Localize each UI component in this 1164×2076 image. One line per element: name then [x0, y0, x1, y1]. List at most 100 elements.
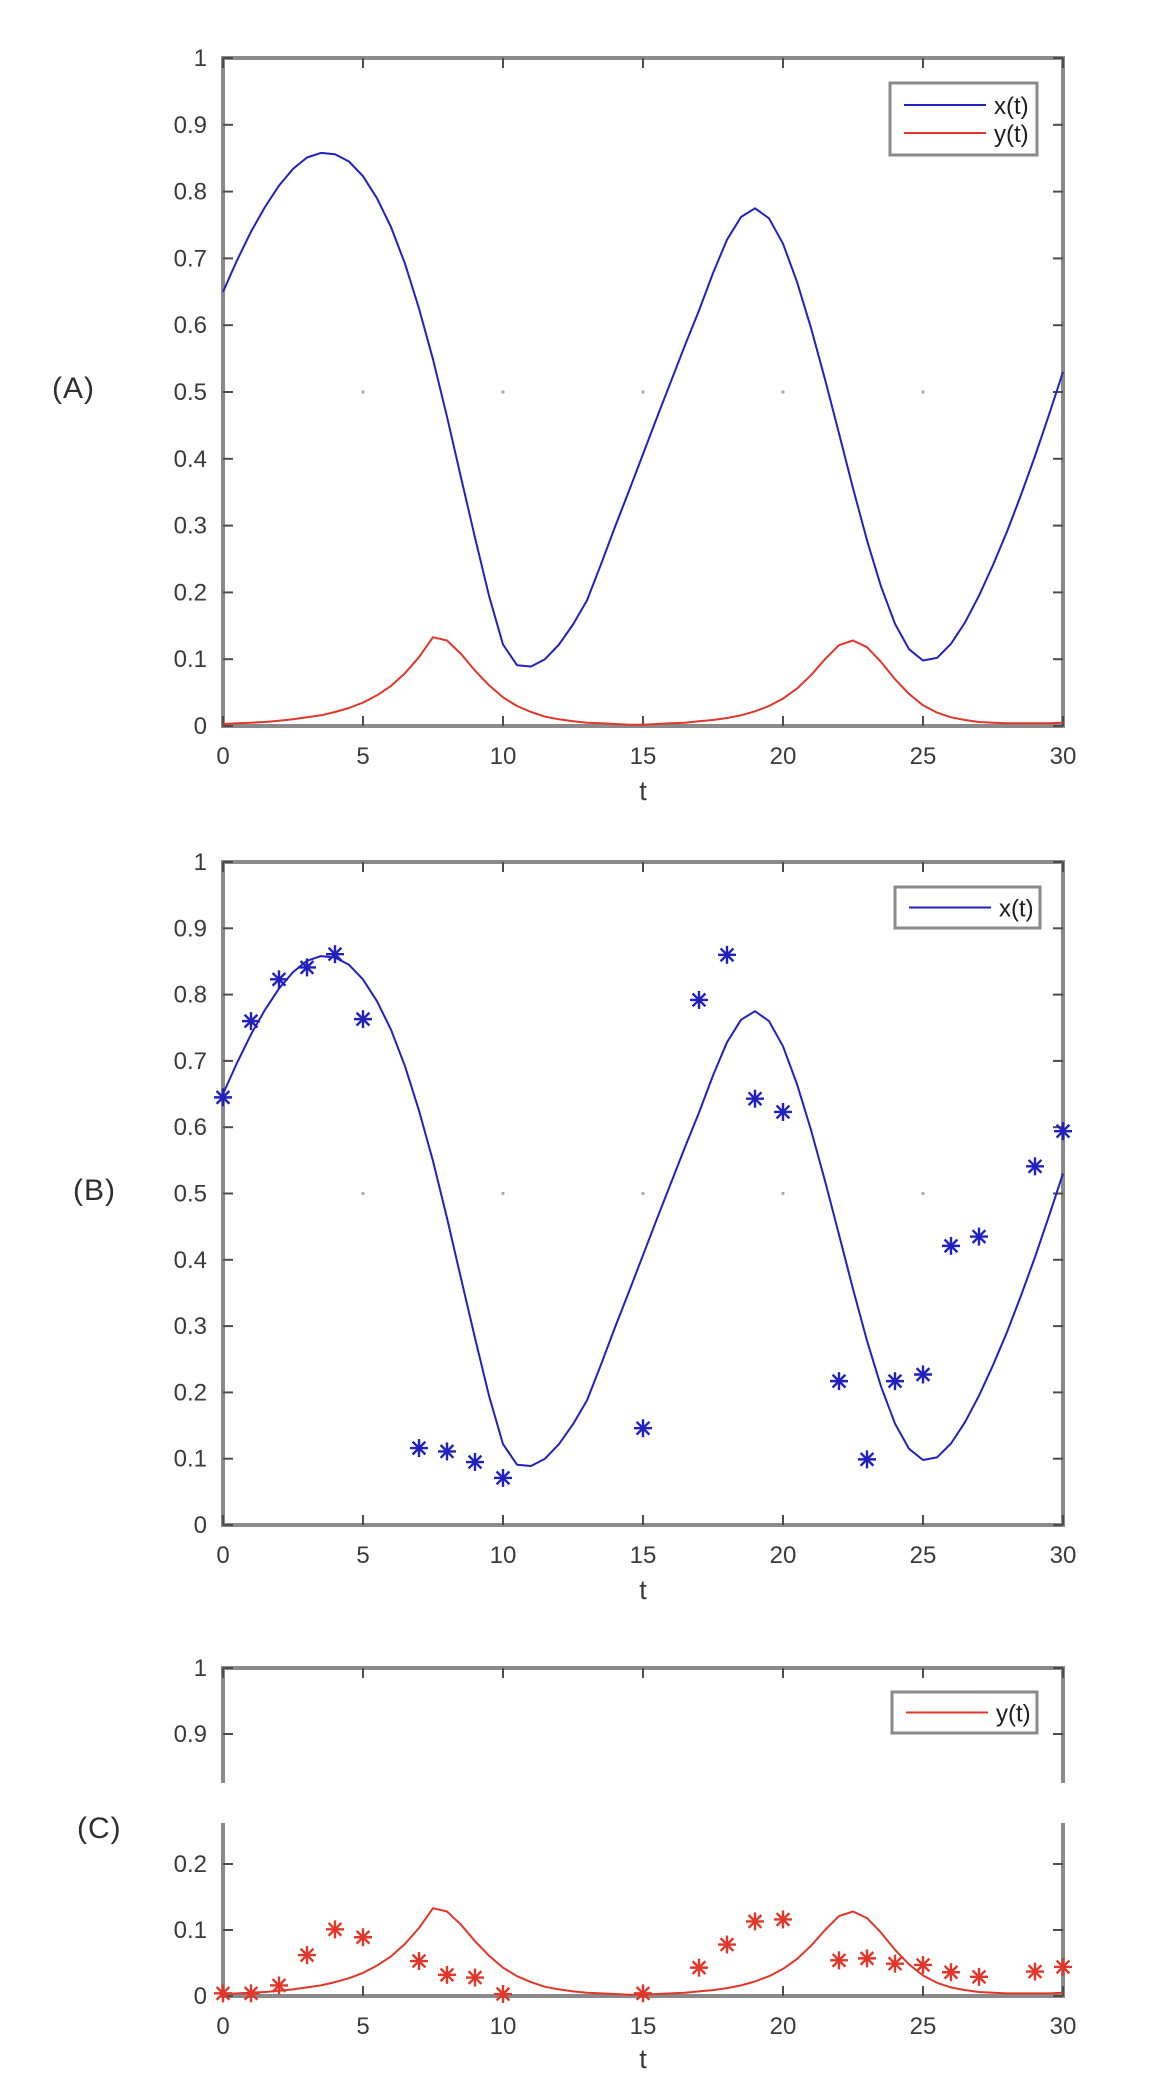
- y-tick-label: 1: [194, 849, 207, 876]
- asterisk-marker: [438, 1442, 456, 1461]
- asterisk-marker: [914, 1365, 932, 1384]
- grid-dot: [641, 1191, 645, 1196]
- asterisk-marker: [914, 1955, 932, 1974]
- asterisk-marker: [298, 1946, 316, 1965]
- asterisk-marker: [830, 1951, 848, 1970]
- grid-dot: [361, 1191, 365, 1196]
- scatter-xtdata: [214, 945, 1072, 1487]
- y-tick-label: 0: [194, 1512, 207, 1539]
- y-tick-label: 0.9: [174, 1721, 207, 1748]
- y-tick-label: 0.3: [174, 1313, 207, 1340]
- y-tick-label: 0.2: [174, 579, 207, 606]
- asterisk-marker: [690, 990, 708, 1009]
- y-tick-label: 0.7: [174, 1048, 207, 1075]
- chart-panel-a: 0 5 10 15 20 25 30 0 0.1 0.2 0.3 0.4 0.5 0.6 0.7 0.8 0.9…: [174, 45, 1077, 806]
- y-tick-label: 0.3: [174, 513, 207, 540]
- asterisk-marker: [746, 1089, 764, 1108]
- panel-label-a: (A): [52, 372, 95, 405]
- legend-entry-label: x(t): [999, 896, 1034, 923]
- asterisk-marker: [438, 1965, 456, 1984]
- y-tick-label: 0.6: [174, 312, 207, 339]
- asterisk-marker: [1026, 1962, 1044, 1981]
- x-tick-label: 10: [490, 2013, 517, 2040]
- x-tick-label: 30: [1050, 2013, 1077, 2040]
- y-tick-label: 1: [194, 1655, 207, 1682]
- y-tick-label: 0.4: [174, 1247, 207, 1274]
- asterisk-marker: [270, 1976, 288, 1995]
- curve-xt: [222, 955, 1064, 1467]
- y-tick-label: 0.6: [174, 1114, 207, 1141]
- x-tick-label: 10: [490, 743, 517, 770]
- y-tick-label: 0.8: [174, 179, 207, 206]
- chart-panel-c: 0 5 10 15 20 25 30 0 0.1 0.2 0.9 1 t y(t): [174, 1655, 1077, 2074]
- x-tick-label: 30: [1050, 1542, 1077, 1569]
- asterisk-marker: [298, 958, 316, 977]
- curve-yt: [222, 1907, 1064, 1996]
- x-tick-label: 0: [216, 2013, 229, 2040]
- x-tick-label: 15: [630, 2013, 657, 2040]
- grid-dot: [921, 390, 925, 394]
- y-tick-label: 0.5: [174, 1181, 207, 1208]
- asterisk-marker: [690, 1958, 708, 1977]
- x-tick-label: 25: [910, 2013, 937, 2040]
- y-tick-label: 1: [194, 45, 207, 72]
- asterisk-marker: [354, 1928, 372, 1947]
- x-tick-label: 15: [630, 1542, 657, 1569]
- y-tick-label: 0.1: [174, 646, 207, 673]
- grid-dot: [781, 1191, 785, 1196]
- asterisk-marker: [1054, 1957, 1072, 1976]
- legend-entry-label: x(t): [994, 93, 1029, 120]
- x-tick-label: 25: [910, 1542, 937, 1569]
- y-tick-label: 0.4: [174, 446, 207, 473]
- x-tick-label: 5: [356, 2013, 369, 2040]
- panel-label-b: (B): [73, 1174, 116, 1207]
- y-tick-label: 0.9: [174, 112, 207, 139]
- x-tick-label: 5: [356, 743, 369, 770]
- asterisk-marker: [746, 1912, 764, 1931]
- asterisk-marker: [242, 1012, 260, 1031]
- asterisk-marker: [886, 1372, 904, 1391]
- asterisk-marker: [774, 1102, 792, 1121]
- asterisk-marker: [718, 1935, 736, 1954]
- y-tick-label: 0.9: [174, 915, 207, 942]
- y-tick-label: 0: [194, 1983, 207, 2010]
- x-tick-label: 20: [770, 1542, 797, 1569]
- x-tick-label: 25: [910, 743, 937, 770]
- x-tick-label: 15: [630, 743, 657, 770]
- x-axis-label: t: [639, 776, 647, 806]
- y-tick-label: 0.2: [174, 1379, 207, 1406]
- asterisk-marker: [494, 1985, 512, 2004]
- curve-xt: [222, 151, 1064, 668]
- grid-dot: [501, 390, 505, 394]
- asterisk-marker: [326, 1920, 344, 1939]
- asterisk-marker: [970, 1967, 988, 1986]
- legend-box: [888, 81, 1039, 157]
- asterisk-marker: [774, 1910, 792, 1929]
- grid-dot: [781, 390, 785, 394]
- grid-dot: [921, 1191, 925, 1196]
- asterisk-marker: [242, 1984, 260, 2003]
- curve-yt: [222, 636, 1064, 726]
- asterisk-marker: [718, 945, 736, 964]
- asterisk-marker: [1026, 1157, 1044, 1176]
- asterisk-marker: [886, 1954, 904, 1973]
- asterisk-marker: [354, 1010, 372, 1029]
- y-tick-label: 0.1: [174, 1446, 207, 1473]
- legend-entry-label: y(t): [996, 1701, 1031, 1728]
- asterisk-marker: [942, 1236, 960, 1255]
- y-tick-label: 0.5: [174, 379, 207, 406]
- y-tick-label: 0.7: [174, 245, 207, 272]
- asterisk-marker: [942, 1963, 960, 1982]
- asterisk-marker: [634, 1419, 652, 1438]
- asterisk-marker: [410, 1952, 428, 1971]
- asterisk-marker: [214, 1984, 232, 2003]
- asterisk-marker: [270, 970, 288, 989]
- asterisk-marker: [410, 1439, 428, 1458]
- scatter-ytdata: [214, 1910, 1072, 2004]
- x-tick-label: 0: [216, 743, 229, 770]
- asterisk-marker: [634, 1984, 652, 2003]
- asterisk-marker: [1054, 1122, 1072, 1141]
- asterisk-marker: [858, 1450, 876, 1469]
- asterisk-marker: [326, 945, 344, 964]
